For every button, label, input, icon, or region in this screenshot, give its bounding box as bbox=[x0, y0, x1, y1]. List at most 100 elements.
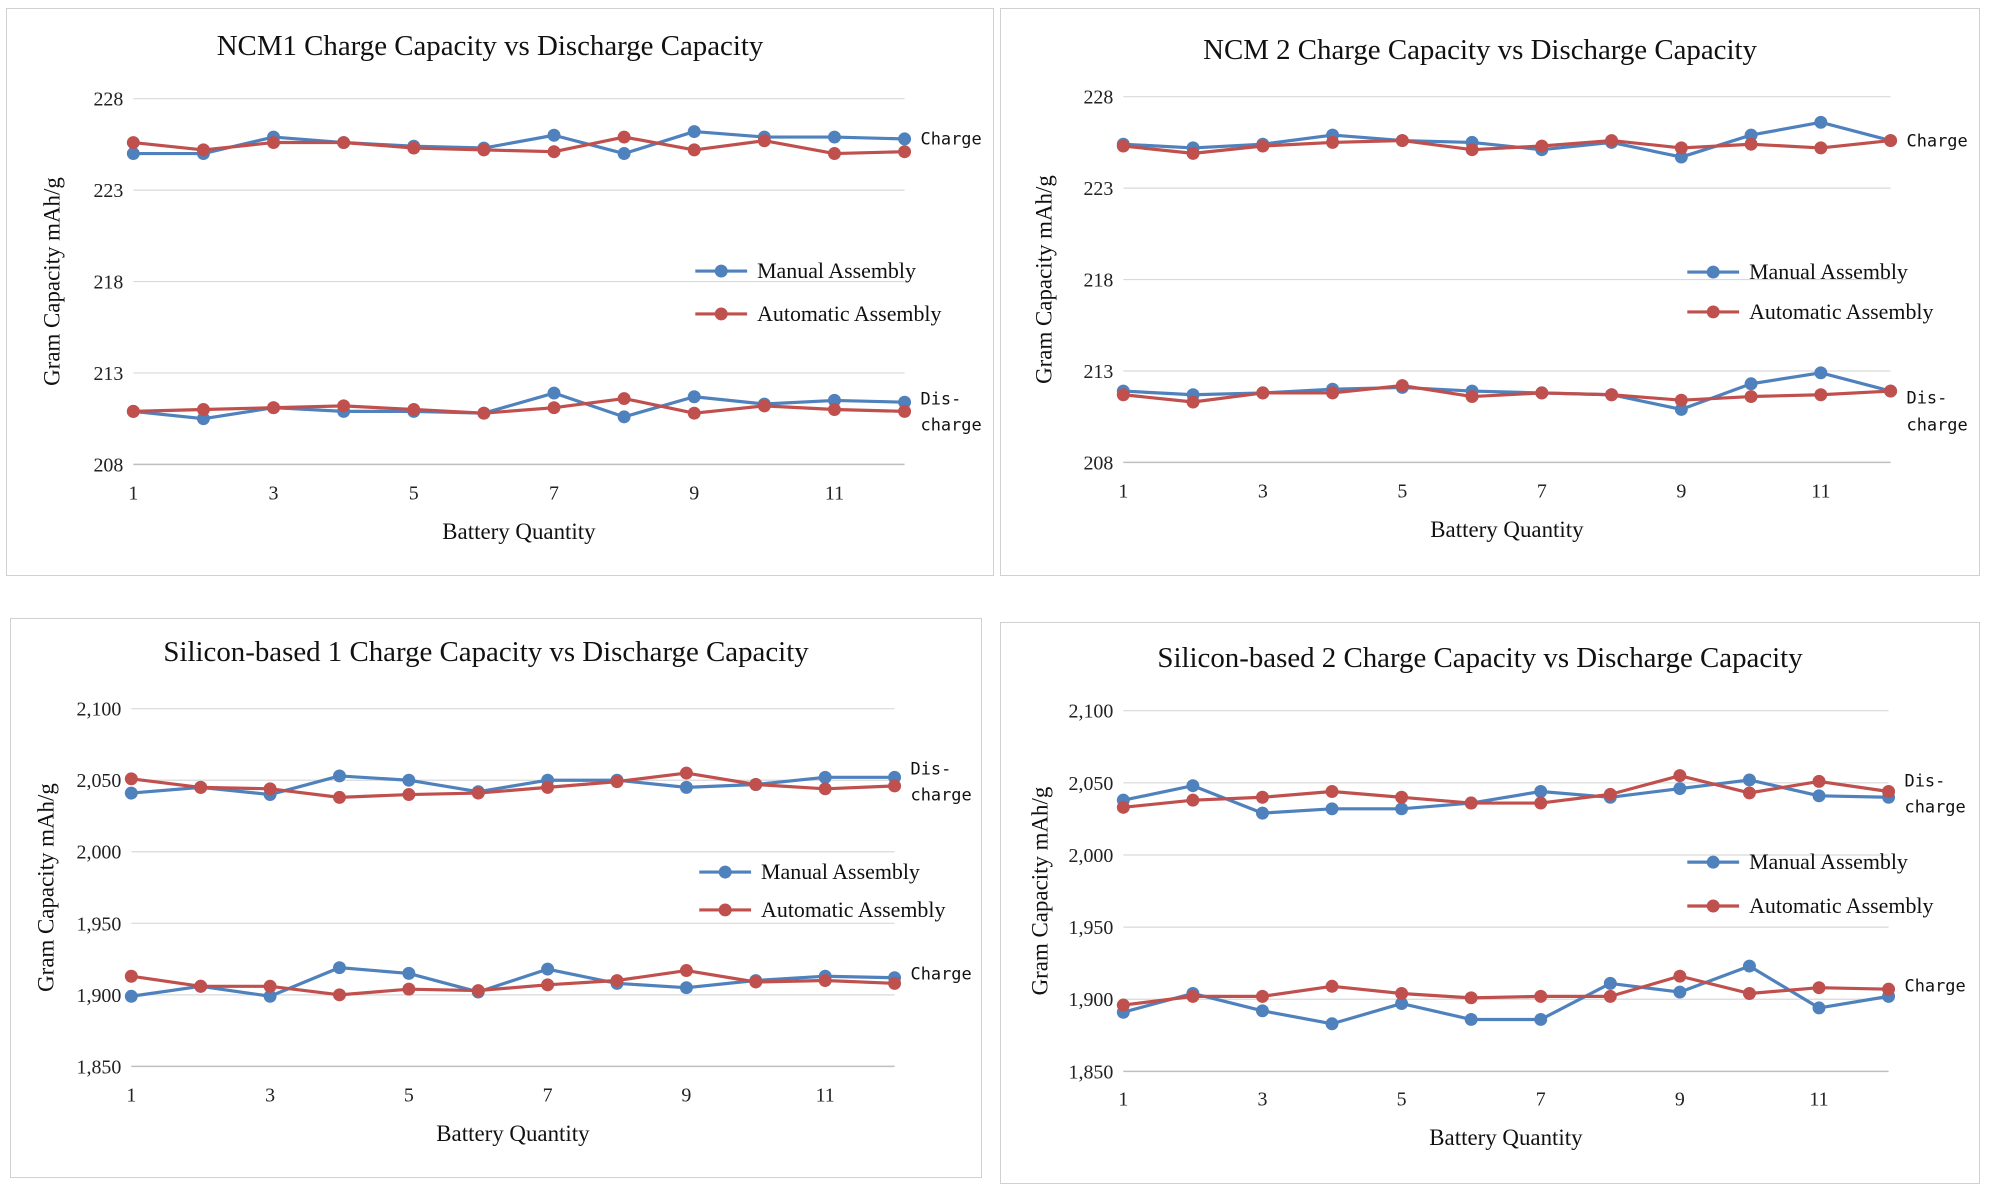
data-point bbox=[1116, 388, 1130, 402]
data-point bbox=[1673, 985, 1687, 999]
data-point bbox=[547, 386, 561, 400]
data-point bbox=[888, 976, 902, 990]
x-tick-label: 5 bbox=[409, 482, 419, 504]
data-point bbox=[1674, 393, 1688, 407]
legend-marker bbox=[1706, 899, 1720, 913]
data-point bbox=[1882, 785, 1896, 798]
data-point bbox=[332, 769, 346, 783]
data-point bbox=[1742, 959, 1756, 973]
data-point bbox=[1395, 987, 1409, 1000]
series-line-automatic-upper bbox=[1123, 774, 1889, 809]
x-tick-label: 11 bbox=[825, 482, 844, 504]
series-line-automatic-lower bbox=[1123, 383, 1891, 404]
chart-panel-ncm2: 208 213 218 223 228 1 3 5 7 9 11 NCM 2 Charge Capac… bbox=[1000, 8, 1980, 576]
data-point bbox=[194, 780, 208, 794]
series-line-automatic-lower bbox=[133, 396, 905, 415]
y-tick-label: 2,050 bbox=[77, 770, 122, 792]
y-tick-label: 213 bbox=[93, 363, 123, 385]
data-point bbox=[679, 981, 693, 995]
data-point bbox=[547, 145, 561, 159]
data-point bbox=[263, 989, 277, 1003]
data-point bbox=[898, 132, 912, 146]
data-point bbox=[1814, 141, 1828, 155]
x-tick-label: 9 bbox=[1676, 480, 1686, 502]
data-point bbox=[1464, 991, 1478, 1005]
data-point bbox=[1255, 1004, 1269, 1018]
data-point bbox=[124, 772, 138, 786]
data-point bbox=[1603, 787, 1617, 801]
data-point bbox=[402, 773, 416, 787]
data-point bbox=[1605, 388, 1619, 402]
data-point bbox=[1812, 789, 1826, 803]
y-axis-label: Gram Capacity mAh/g bbox=[40, 177, 65, 386]
x-tick-label: 7 bbox=[1537, 480, 1547, 502]
data-point bbox=[263, 979, 277, 993]
data-point bbox=[617, 130, 631, 144]
data-point bbox=[402, 982, 416, 996]
y-tick-label: 1,950 bbox=[1069, 917, 1114, 939]
chart-panel-si2: 1,850 1,900 1,950 2,000 2,050 2,100 1 3 5 7 9 11 Sil… bbox=[1000, 622, 1980, 1184]
data-point bbox=[1465, 143, 1479, 157]
data-point bbox=[1605, 134, 1619, 148]
x-tick-label: 9 bbox=[681, 1084, 691, 1106]
data-point bbox=[818, 974, 832, 988]
data-point bbox=[749, 778, 763, 791]
data-point bbox=[827, 393, 841, 407]
data-point bbox=[1674, 150, 1688, 164]
data-point bbox=[267, 401, 281, 415]
data-point bbox=[898, 395, 912, 409]
data-point bbox=[1186, 395, 1200, 409]
chart-svg-ncm1: 208 213 218 223 228 1 3 5 7 9 11 NCM1 Charge Capaci… bbox=[40, 30, 982, 544]
data-point bbox=[1534, 1012, 1548, 1026]
data-point bbox=[196, 403, 210, 417]
y-axis-label: Gram Capacity mAh/g bbox=[34, 783, 59, 992]
chart-svg-si1: 1,850 1,900 1,950 2,000 2,050 2,100 1 3 5 7 9 11 Sil… bbox=[34, 636, 972, 1146]
annotation-lower: Dis- bbox=[1907, 388, 1948, 408]
annotation-upper: Charge bbox=[921, 129, 982, 149]
data-point bbox=[477, 406, 491, 420]
data-point bbox=[1534, 785, 1548, 798]
y-tick-label: 228 bbox=[1083, 87, 1113, 109]
annotation-upper: Dis- bbox=[911, 758, 952, 778]
data-point bbox=[749, 975, 763, 989]
data-point bbox=[337, 136, 351, 150]
y-tick-label: 223 bbox=[1083, 178, 1113, 200]
series-line-automatic-upper bbox=[131, 771, 895, 799]
data-point bbox=[1464, 796, 1478, 810]
data-point bbox=[1603, 976, 1617, 990]
annotation-lower: Dis- bbox=[921, 389, 962, 409]
data-point bbox=[898, 404, 912, 418]
legend-label: Manual Assembly bbox=[1749, 849, 1908, 874]
data-point bbox=[610, 974, 624, 988]
data-point bbox=[1395, 997, 1409, 1011]
series-line-automatic-upper bbox=[133, 135, 905, 156]
data-point bbox=[124, 786, 138, 800]
data-point bbox=[1744, 377, 1758, 391]
data-point bbox=[1186, 989, 1200, 1003]
data-point bbox=[1325, 1017, 1339, 1031]
y-tick-label: 208 bbox=[93, 454, 123, 476]
data-point bbox=[477, 143, 491, 157]
data-point bbox=[1465, 390, 1479, 404]
data-point bbox=[687, 390, 701, 404]
data-point bbox=[196, 412, 210, 426]
data-point bbox=[679, 780, 693, 794]
annotation-upper: Dis- bbox=[1905, 770, 1946, 790]
chart-svg-si2: 1,850 1,900 1,950 2,000 2,050 2,100 1 3 5 7 9 11 Sil… bbox=[1028, 642, 1966, 1150]
series-line-manual-upper bbox=[133, 129, 905, 156]
y-tick-label: 1,900 bbox=[1069, 989, 1114, 1011]
data-point bbox=[124, 969, 138, 983]
chart-title: NCM1 Charge Capacity vs Discharge Capaci… bbox=[217, 30, 764, 62]
data-point bbox=[1116, 139, 1130, 153]
data-point bbox=[1256, 139, 1270, 153]
series-line-manual-lower bbox=[131, 966, 895, 998]
series-line-automatic-lower bbox=[131, 968, 895, 997]
data-point bbox=[1256, 386, 1270, 400]
x-tick-label: 11 bbox=[816, 1084, 835, 1106]
data-point bbox=[1325, 802, 1339, 816]
y-tick-label: 218 bbox=[93, 272, 123, 294]
data-point bbox=[1116, 998, 1130, 1012]
legend-label: Automatic Assembly bbox=[1749, 893, 1933, 918]
annotation-upper: charge bbox=[1905, 796, 1966, 816]
x-tick-label: 7 bbox=[549, 482, 559, 504]
